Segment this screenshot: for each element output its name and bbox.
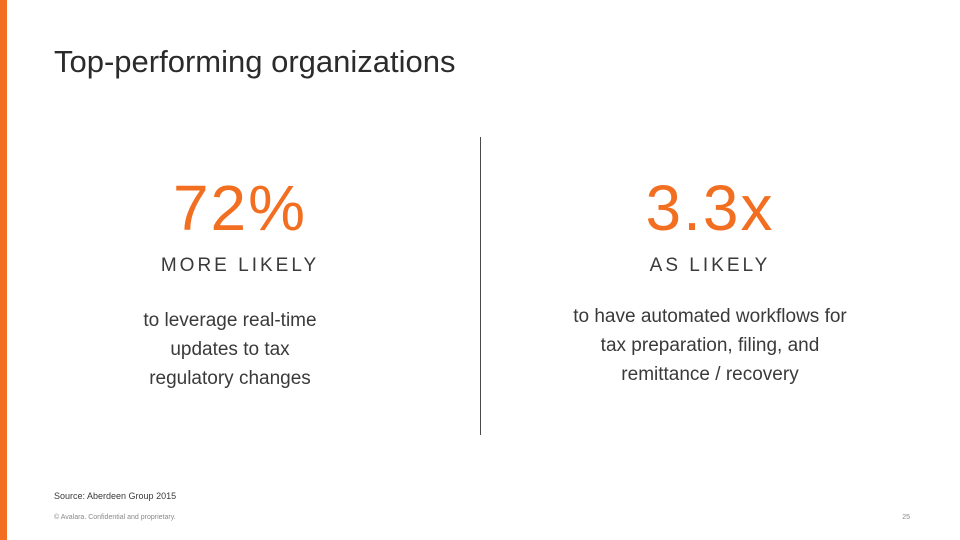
stat-value: 72% [172, 172, 308, 244]
stat-description: to have automated workflows for tax prep… [573, 306, 847, 385]
slide-title: Top-performing organizations [54, 44, 456, 79]
footer-copyright: © Avalara. Confidential and proprietary. [54, 514, 176, 521]
vertical-divider [480, 137, 481, 435]
source-note: Source: Aberdeen Group 2015 [54, 491, 177, 501]
stat-description: to leverage real-time updates to tax reg… [143, 310, 317, 389]
stat-label: AS LIKELY [649, 255, 771, 276]
accent-bar [0, 0, 7, 540]
page-number: 25 [902, 514, 910, 521]
stat-value: 3.3x [645, 172, 775, 244]
stat-label: MORE LIKELY [160, 255, 320, 276]
